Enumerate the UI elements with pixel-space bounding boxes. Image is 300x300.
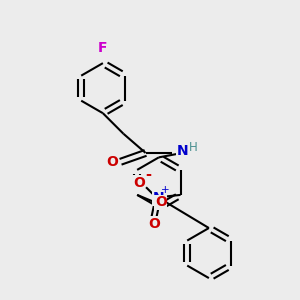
Text: O: O	[133, 176, 145, 190]
Text: +: +	[160, 184, 169, 195]
Text: N: N	[176, 145, 188, 158]
Text: H: H	[189, 141, 198, 154]
Text: O: O	[155, 195, 167, 209]
Text: O: O	[148, 217, 160, 231]
Text: -: -	[145, 167, 151, 182]
Text: N: N	[153, 191, 164, 205]
Text: O: O	[106, 155, 118, 169]
Text: F: F	[98, 41, 107, 55]
